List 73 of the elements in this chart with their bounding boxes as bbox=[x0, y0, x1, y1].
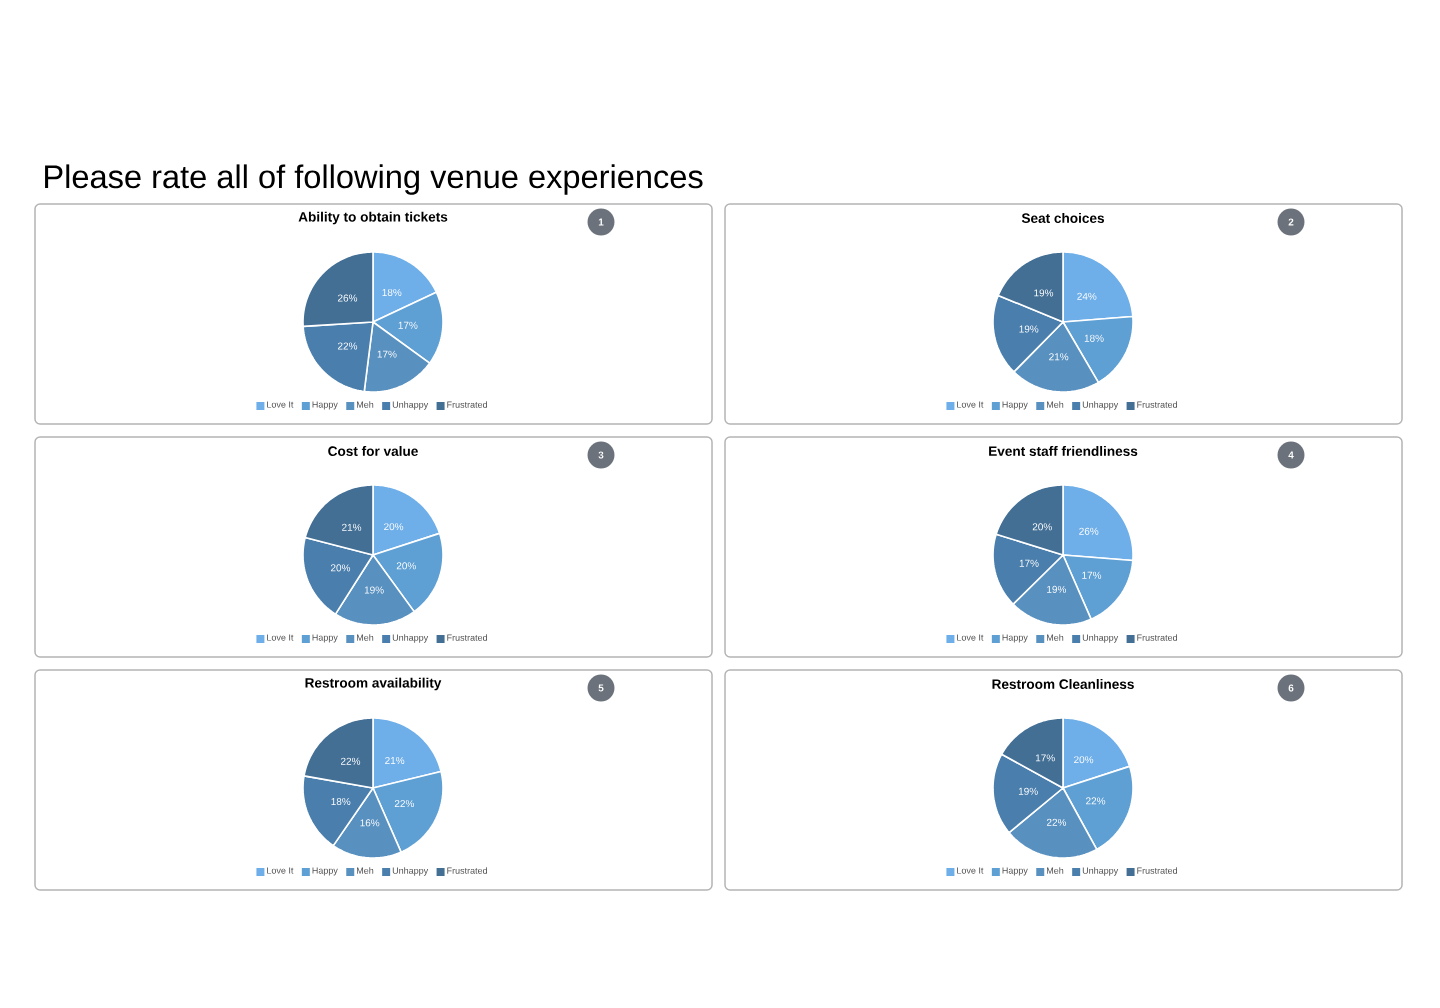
legend-label: Unhappy bbox=[392, 867, 429, 876]
legend-label: Frustrated bbox=[1137, 401, 1178, 408]
text: 1 bbox=[598, 218, 604, 226]
data-label: 19% bbox=[364, 586, 384, 594]
legend-label: Frustrated bbox=[447, 634, 488, 641]
data-label: 19% bbox=[1034, 289, 1054, 297]
legend-label: Happy bbox=[1002, 867, 1028, 876]
chart-title: Restroom Cleanliness bbox=[992, 679, 1134, 689]
data-label: 20% bbox=[1032, 523, 1052, 531]
legend-label: Love It bbox=[267, 867, 294, 874]
data-label: 16% bbox=[360, 819, 380, 827]
data-label: 26% bbox=[337, 294, 358, 302]
data-label: 24% bbox=[1077, 292, 1097, 300]
data-label: 21% bbox=[385, 756, 405, 765]
data-label: 22% bbox=[1086, 797, 1106, 805]
data-label: 20% bbox=[396, 562, 416, 570]
data-label: 18% bbox=[382, 288, 402, 296]
data-label: 17% bbox=[1035, 754, 1055, 762]
text: 2 bbox=[1288, 218, 1294, 226]
data-label: 17% bbox=[1082, 571, 1102, 579]
text: 4 bbox=[1288, 451, 1294, 459]
legend-label: Meh bbox=[357, 401, 374, 408]
legend-label: Love It bbox=[957, 634, 984, 641]
legend-label: Frustrated bbox=[1137, 634, 1178, 641]
legend-label: Meh bbox=[357, 634, 374, 641]
chart-title: Restroom availability bbox=[305, 677, 442, 691]
data-label: 22% bbox=[1046, 818, 1067, 826]
legend-label: Happy bbox=[312, 867, 338, 876]
data-label: 22% bbox=[337, 342, 358, 350]
legend-label: Happy bbox=[312, 401, 338, 410]
data-label: 22% bbox=[341, 757, 361, 765]
text: Please rate all of following venue experiences bbox=[45, 164, 703, 195]
data-label: 19% bbox=[1018, 787, 1038, 795]
text: 3 bbox=[598, 451, 604, 459]
legend-label: Happy bbox=[1002, 634, 1028, 643]
data-label: 17% bbox=[1019, 559, 1039, 567]
data-label: 20% bbox=[1074, 756, 1094, 764]
data-label: 20% bbox=[384, 523, 404, 531]
legend-label: Love It bbox=[957, 867, 984, 874]
legend-label: Love It bbox=[267, 634, 294, 641]
data-label: 18% bbox=[331, 797, 351, 806]
legend-label: Happy bbox=[312, 634, 338, 643]
legend-label: Frustrated bbox=[447, 401, 488, 408]
legend-label: Meh bbox=[1047, 634, 1064, 641]
data-label: 22% bbox=[394, 800, 415, 808]
chart-title: Cost for value bbox=[328, 446, 418, 456]
data-label: 19% bbox=[1047, 585, 1067, 593]
legend-label: Meh bbox=[1047, 867, 1064, 874]
chart-title: Event staff friendliness bbox=[989, 446, 1138, 456]
chart-title: Ability to obtain tickets bbox=[298, 211, 448, 225]
legend-label: Love It bbox=[267, 401, 294, 408]
legend-label: Unhappy bbox=[392, 634, 429, 643]
text: 5 bbox=[598, 684, 604, 692]
data-label: 20% bbox=[330, 564, 351, 572]
legend-label: Happy bbox=[1002, 401, 1028, 410]
legend-label: Unhappy bbox=[392, 401, 429, 410]
legend-label: Unhappy bbox=[1082, 867, 1119, 876]
data-label: 26% bbox=[1079, 527, 1099, 535]
legend-label: Love It bbox=[957, 401, 984, 408]
legend-label: Meh bbox=[357, 867, 374, 874]
text: 6 bbox=[1288, 684, 1294, 692]
data-label: 17% bbox=[377, 350, 397, 358]
data-label: 21% bbox=[342, 523, 362, 531]
data-label: 21% bbox=[1049, 353, 1069, 361]
chart-title: Seat choices bbox=[1021, 213, 1105, 223]
data-label: 19% bbox=[1019, 325, 1039, 333]
data-label: 17% bbox=[398, 321, 418, 329]
legend-label: Unhappy bbox=[1082, 401, 1119, 410]
data-label: 18% bbox=[1084, 334, 1104, 342]
legend-label: Unhappy bbox=[1082, 634, 1119, 643]
legend-label: Frustrated bbox=[1137, 867, 1178, 874]
legend-label: Meh bbox=[1047, 401, 1064, 408]
legend-label: Frustrated bbox=[447, 867, 488, 874]
